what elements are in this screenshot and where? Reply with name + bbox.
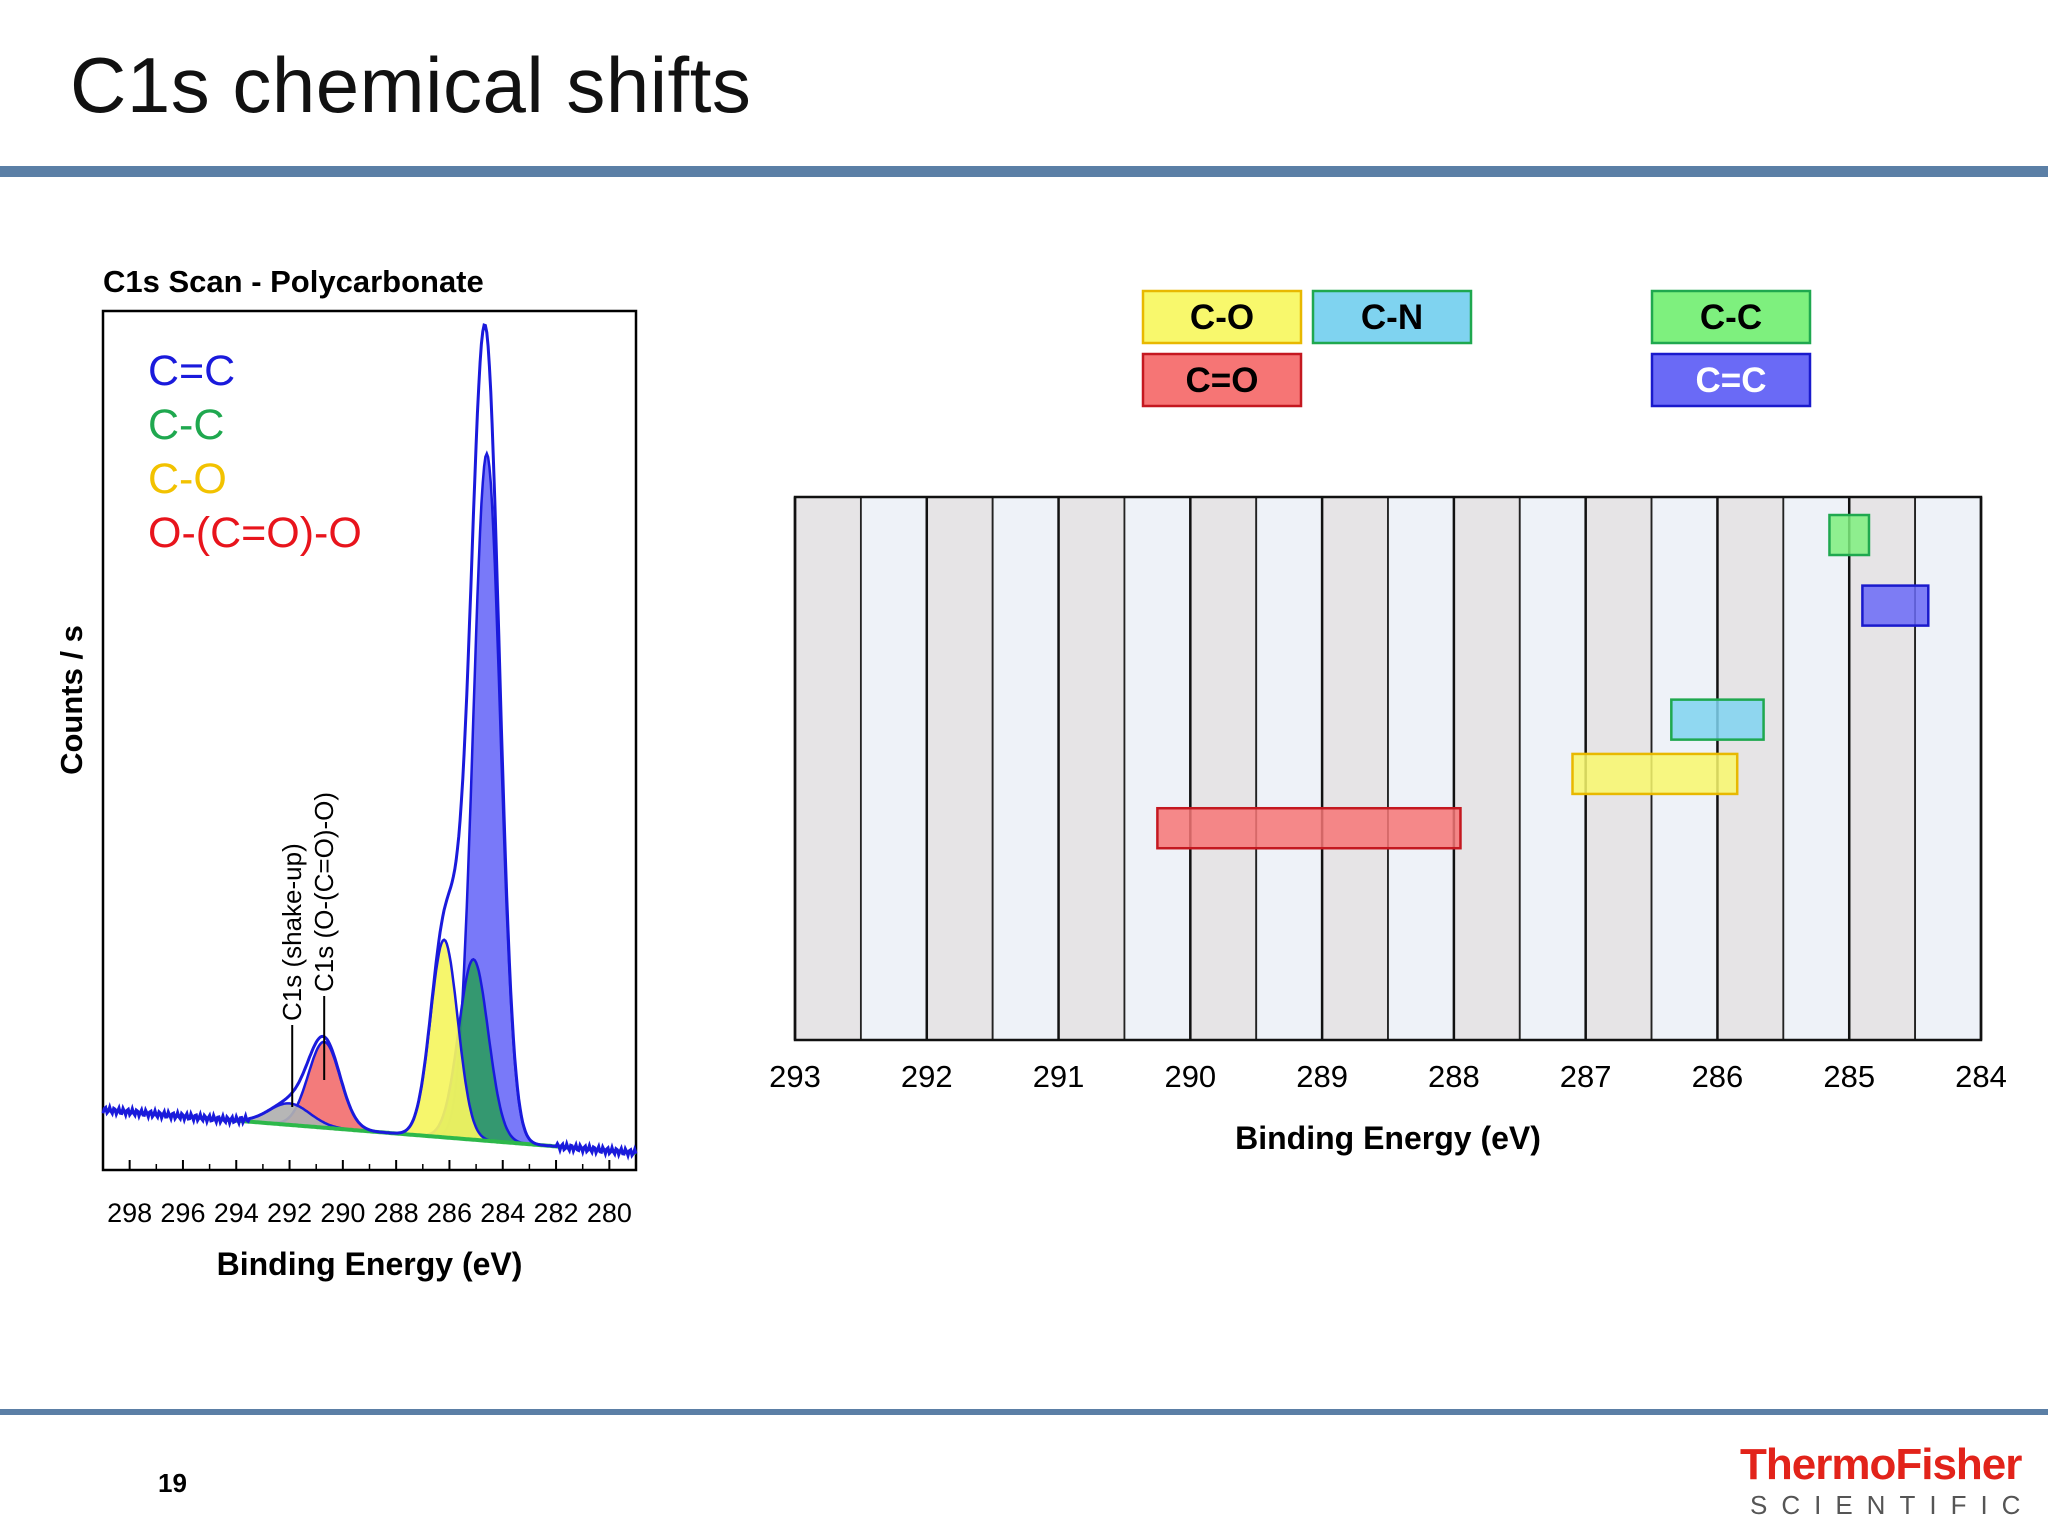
legend-label: C=C bbox=[1696, 361, 1767, 400]
x-axis-title: Binding Energy (eV) bbox=[217, 1246, 523, 1282]
legend-box-c-c bbox=[1650, 289, 1812, 345]
x-axis-title: Binding Energy (eV) bbox=[1235, 1120, 1541, 1156]
x-tick-label: 290 bbox=[320, 1198, 365, 1228]
header-rule bbox=[0, 166, 2048, 177]
legend-label: C-O bbox=[1190, 298, 1254, 337]
energy-band bbox=[794, 496, 862, 1041]
legend-box-c-c bbox=[1650, 352, 1812, 408]
energy-band bbox=[1057, 496, 1126, 1041]
x-tick-label: 285 bbox=[1823, 1059, 1875, 1094]
x-tick-label: 291 bbox=[1033, 1059, 1085, 1094]
thermo-fisher-logo: ThermoFisher SCIENTIFIC bbox=[1740, 1440, 2030, 1520]
legend-label-1: C=C bbox=[148, 347, 235, 395]
legend-box-c-n bbox=[1311, 289, 1473, 345]
energy-band bbox=[1452, 496, 1521, 1041]
range-bar-c-o bbox=[1571, 752, 1739, 796]
spectrum-title: C1s Scan - Polycarbonate bbox=[103, 264, 484, 299]
y-axis-title: Counts / s bbox=[54, 625, 89, 775]
legend-box-c-o bbox=[1141, 352, 1303, 408]
page-number: 19 bbox=[158, 1468, 187, 1498]
range-bar-c-c bbox=[1861, 584, 1930, 627]
x-tick-label: 298 bbox=[107, 1198, 152, 1228]
energy-band bbox=[859, 496, 928, 1041]
annotation-label: C1s (O-(C=O)-O) bbox=[309, 792, 339, 992]
x-tick-label: 292 bbox=[901, 1059, 953, 1094]
x-tick-label: 288 bbox=[374, 1198, 419, 1228]
energy-band bbox=[1848, 496, 1917, 1041]
x-tick-label: 296 bbox=[160, 1198, 205, 1228]
energy-band bbox=[1387, 496, 1455, 1041]
energy-band bbox=[1782, 496, 1851, 1041]
x-tick-label: 282 bbox=[534, 1198, 579, 1228]
spectrum-frame bbox=[101, 309, 638, 1172]
range-bar-c-o bbox=[1156, 806, 1462, 850]
x-tick-label: 287 bbox=[1560, 1059, 1612, 1094]
logo-wordmark: ThermoFisher bbox=[1740, 1440, 2022, 1489]
raw-spectrum-line bbox=[101, 323, 638, 1161]
x-tick-label: 294 bbox=[214, 1198, 259, 1228]
energy-band bbox=[1189, 496, 1258, 1041]
legend-label: C-N bbox=[1361, 298, 1423, 337]
x-tick-label: 286 bbox=[1692, 1059, 1744, 1094]
energy-band bbox=[925, 496, 994, 1041]
logo-subtitle: SCIENTIFIC bbox=[1750, 1490, 2035, 1520]
energy-band bbox=[1123, 496, 1192, 1041]
annotation-label: C1s (shake-up) bbox=[277, 843, 307, 1021]
x-tick-label: 280 bbox=[587, 1198, 632, 1228]
legend-label-4: O-(C=O)-O bbox=[148, 509, 362, 557]
footer-rule bbox=[0, 1409, 2048, 1415]
x-tick-label: 288 bbox=[1428, 1059, 1480, 1094]
x-tick-label: 293 bbox=[769, 1059, 821, 1094]
range-bar-c-c bbox=[1828, 513, 1871, 557]
energy-band bbox=[1321, 496, 1389, 1041]
x-tick-label: 292 bbox=[267, 1198, 312, 1228]
x-tick-label: 284 bbox=[1955, 1059, 2007, 1094]
legend-label: C-C bbox=[1700, 298, 1762, 337]
x-tick-label: 290 bbox=[1164, 1059, 1216, 1094]
x-tick-label: 284 bbox=[480, 1198, 525, 1228]
x-tick-label: 286 bbox=[427, 1198, 472, 1228]
range-bar-c-n bbox=[1670, 698, 1765, 741]
x-tick-label: 289 bbox=[1296, 1059, 1348, 1094]
energy-band bbox=[991, 496, 1060, 1041]
legend-label-2: C-C bbox=[148, 401, 224, 449]
legend-label-3: C-O bbox=[148, 455, 227, 503]
slide-title: C1s chemical shifts bbox=[70, 41, 752, 129]
energy-band bbox=[1255, 496, 1324, 1041]
legend-label: C=O bbox=[1186, 361, 1259, 400]
energy-band bbox=[1914, 496, 1982, 1041]
legend-box-c-o bbox=[1141, 289, 1303, 345]
